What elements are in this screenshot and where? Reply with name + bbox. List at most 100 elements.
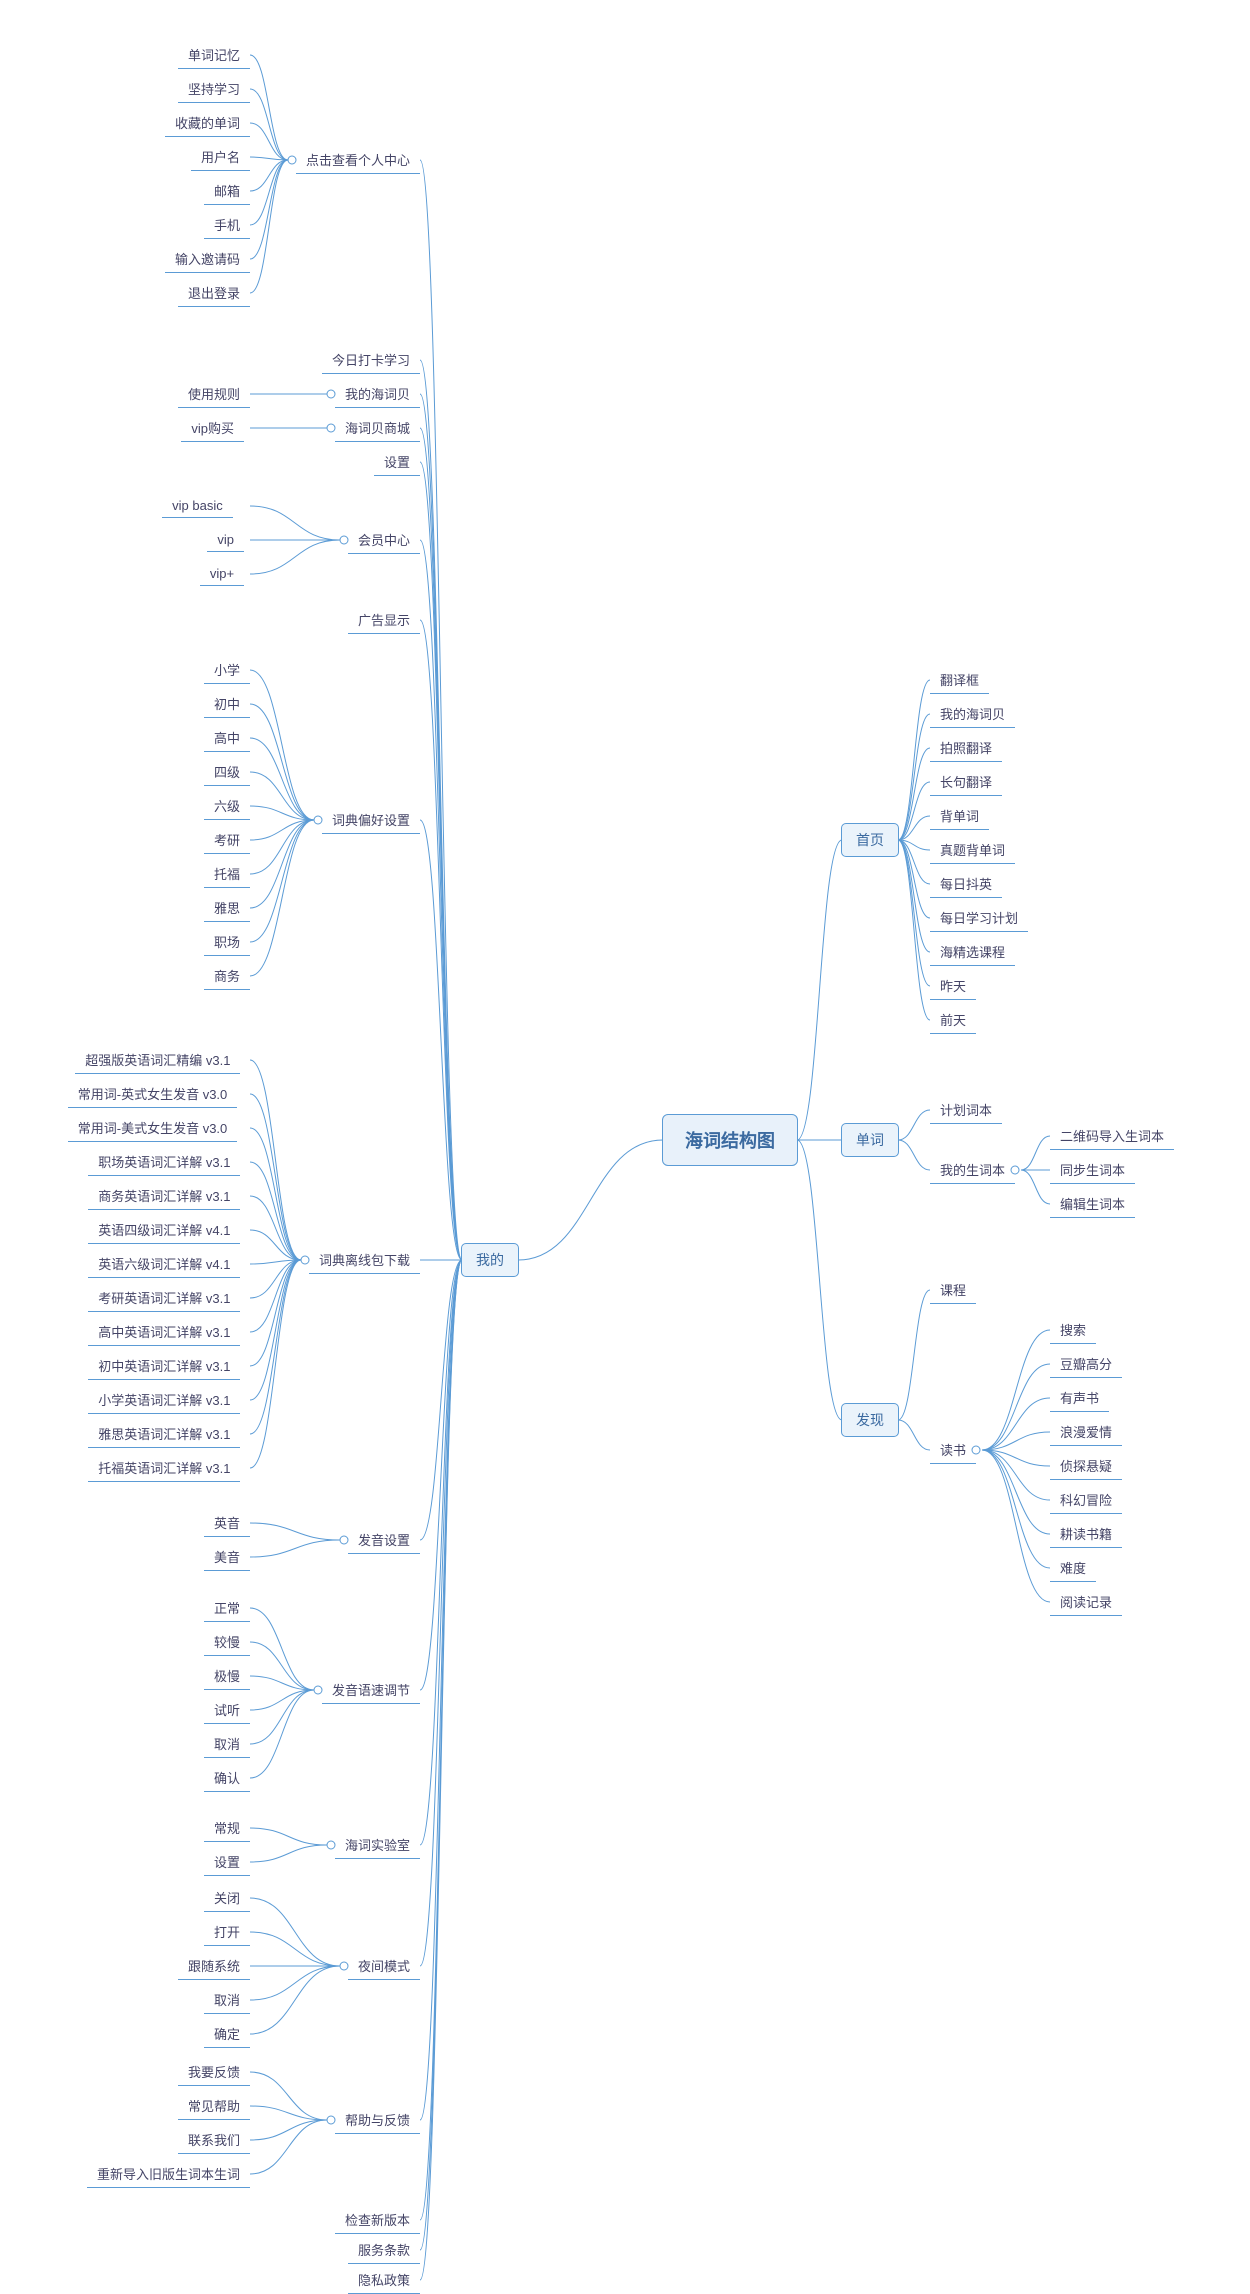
- collapse-dot: [314, 816, 323, 825]
- node-考研英语词汇详解 v3.1: 考研英语词汇详解 v3.1: [88, 1284, 240, 1312]
- node-收藏的单词: 收藏的单词: [165, 109, 250, 137]
- node-雅思英语词汇详解 v3.1: 雅思英语词汇详解 v3.1: [88, 1420, 240, 1448]
- node-我的海词贝: 我的海词贝: [335, 380, 420, 408]
- node-使用规则: 使用规则: [178, 380, 250, 408]
- node-昨天: 昨天: [930, 972, 976, 1000]
- node-vip basic: vip basic: [162, 494, 233, 518]
- node-托福: 托福: [204, 860, 250, 888]
- node-词典离线包下载: 词典离线包下载: [309, 1246, 420, 1274]
- collapse-dot: [327, 1841, 336, 1850]
- node-难度: 难度: [1050, 1554, 1096, 1582]
- node-用户名: 用户名: [191, 143, 250, 171]
- collapse-dot: [340, 536, 349, 545]
- node-拍照翻译: 拍照翻译: [930, 734, 1002, 762]
- node-正常: 正常: [204, 1594, 250, 1622]
- node-常用词-英式女生发音 v3.0: 常用词-英式女生发音 v3.0: [68, 1080, 238, 1108]
- node-发音语速调节: 发音语速调节: [322, 1676, 420, 1704]
- node-四级: 四级: [204, 758, 250, 786]
- node-设置: 设置: [374, 448, 420, 476]
- node-侦探悬疑: 侦探悬疑: [1050, 1452, 1122, 1480]
- node-小学: 小学: [204, 656, 250, 684]
- node-耕读书籍: 耕读书籍: [1050, 1520, 1122, 1548]
- node-豆瓣高分: 豆瓣高分: [1050, 1350, 1122, 1378]
- node-海词贝商城: 海词贝商城: [335, 414, 420, 442]
- collapse-dot: [972, 1446, 981, 1455]
- node-计划词本: 计划词本: [930, 1096, 1002, 1124]
- node-编辑生词本: 编辑生词本: [1050, 1190, 1135, 1218]
- node-高中: 高中: [204, 724, 250, 752]
- node-极慢: 极慢: [204, 1662, 250, 1690]
- node-阅读记录: 阅读记录: [1050, 1588, 1122, 1616]
- node-帮助与反馈: 帮助与反馈: [335, 2106, 420, 2134]
- node-我的生词本: 我的生词本: [930, 1156, 1015, 1184]
- node-手机: 手机: [204, 211, 250, 239]
- node-雅思: 雅思: [204, 894, 250, 922]
- node-每日抖英: 每日抖英: [930, 870, 1002, 898]
- node-读书: 读书: [930, 1436, 976, 1464]
- collapse-dot: [314, 1686, 323, 1695]
- collapse-dot: [301, 1256, 310, 1265]
- node-英音: 英音: [204, 1509, 250, 1537]
- node-初中英语词汇详解 v3.1: 初中英语词汇详解 v3.1: [88, 1352, 240, 1380]
- collapse-dot: [327, 2116, 336, 2125]
- node-发音设置: 发音设置: [348, 1526, 420, 1554]
- node-托福英语词汇详解 v3.1: 托福英语词汇详解 v3.1: [88, 1454, 240, 1482]
- node-科幻冒险: 科幻冒险: [1050, 1486, 1122, 1514]
- node-同步生词本: 同步生词本: [1050, 1156, 1135, 1184]
- node-打开: 打开: [204, 1918, 250, 1946]
- node-vip: vip: [207, 528, 244, 552]
- branch-单词: 单词: [841, 1123, 899, 1157]
- node-确定: 确定: [204, 2020, 250, 2048]
- node-六级: 六级: [204, 792, 250, 820]
- node-浪漫爱情: 浪漫爱情: [1050, 1418, 1122, 1446]
- node-初中: 初中: [204, 690, 250, 718]
- node-小学英语词汇详解 v3.1: 小学英语词汇详解 v3.1: [88, 1386, 240, 1414]
- node-退出登录: 退出登录: [178, 279, 250, 307]
- node-我要反馈: 我要反馈: [178, 2058, 250, 2086]
- node-海词实验室: 海词实验室: [335, 1831, 420, 1859]
- node-二维码导入生词本: 二维码导入生词本: [1050, 1122, 1174, 1150]
- node-职场: 职场: [204, 928, 250, 956]
- node-跟随系统: 跟随系统: [178, 1952, 250, 1980]
- branch-我的: 我的: [461, 1243, 519, 1277]
- node-常见帮助: 常见帮助: [178, 2092, 250, 2120]
- node-课程: 课程: [930, 1276, 976, 1304]
- branch-首页: 首页: [841, 823, 899, 857]
- node-常规: 常规: [204, 1814, 250, 1842]
- node-重新导入旧版生词本生词: 重新导入旧版生词本生词: [87, 2160, 250, 2188]
- node-考研: 考研: [204, 826, 250, 854]
- node-vip购买: vip购买: [181, 414, 244, 442]
- collapse-dot: [340, 1536, 349, 1545]
- node-职场英语词汇详解 v3.1: 职场英语词汇详解 v3.1: [88, 1148, 240, 1176]
- node-广告显示: 广告显示: [348, 606, 420, 634]
- node-真题背单词: 真题背单词: [930, 836, 1015, 864]
- collapse-dot: [1011, 1166, 1020, 1175]
- node-单词记忆: 单词记忆: [178, 41, 250, 69]
- node-取消: 取消: [204, 1730, 250, 1758]
- node-常用词-美式女生发音 v3.0: 常用词-美式女生发音 v3.0: [68, 1114, 238, 1142]
- node-前天: 前天: [930, 1006, 976, 1034]
- node-词典偏好设置: 词典偏好设置: [322, 806, 420, 834]
- branch-发现: 发现: [841, 1403, 899, 1437]
- node-夜间模式: 夜间模式: [348, 1952, 420, 1980]
- collapse-dot: [327, 390, 336, 399]
- node-vip+: vip+: [200, 562, 244, 586]
- node-输入邀请码: 输入邀请码: [165, 245, 250, 273]
- node-我的海词贝: 我的海词贝: [930, 700, 1015, 728]
- node-背单词: 背单词: [930, 802, 989, 830]
- node-商务: 商务: [204, 962, 250, 990]
- node-坚持学习: 坚持学习: [178, 75, 250, 103]
- node-隐私政策: 隐私政策: [348, 2266, 420, 2294]
- collapse-dot: [327, 424, 336, 433]
- node-每日学习计划: 每日学习计划: [930, 904, 1028, 932]
- collapse-dot: [288, 156, 297, 165]
- node-翻译框: 翻译框: [930, 666, 989, 694]
- node-有声书: 有声书: [1050, 1384, 1109, 1412]
- node-长句翻译: 长句翻译: [930, 768, 1002, 796]
- node-设置: 设置: [204, 1848, 250, 1876]
- node-高中英语词汇详解 v3.1: 高中英语词汇详解 v3.1: [88, 1318, 240, 1346]
- node-确认: 确认: [204, 1764, 250, 1792]
- node-海精选课程: 海精选课程: [930, 938, 1015, 966]
- collapse-dot: [340, 1962, 349, 1971]
- node-今日打卡学习: 今日打卡学习: [322, 346, 420, 374]
